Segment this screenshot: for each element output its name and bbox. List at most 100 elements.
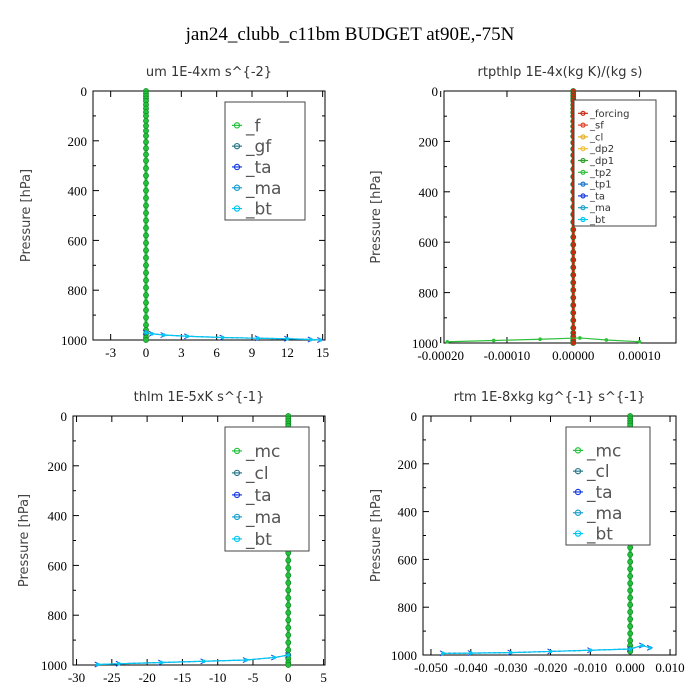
legend-box — [224, 101, 306, 221]
legend-marker — [580, 193, 586, 199]
y-tick-label: 0 — [81, 84, 88, 99]
data-point — [317, 337, 324, 343]
data-point — [285, 632, 292, 639]
series-bt — [95, 653, 291, 667]
data-point — [627, 616, 634, 623]
legend-box — [573, 99, 657, 227]
x-tick-label: -0.00020 — [417, 348, 464, 363]
legend-entry: _tp2 — [589, 168, 612, 179]
data-point — [627, 630, 634, 637]
y-tick-label: 600 — [419, 235, 439, 250]
data-point — [143, 117, 149, 124]
data-point — [570, 279, 577, 286]
x-tick-label: 0 — [285, 670, 292, 685]
legend-marker — [574, 488, 582, 496]
legend-marker — [233, 122, 241, 129]
legend-entry: _cl — [586, 462, 610, 482]
data-point — [627, 558, 634, 565]
y-tick-label: 1000 — [41, 658, 67, 673]
data-point — [143, 165, 149, 172]
data-point — [309, 337, 313, 342]
data-point — [244, 658, 248, 662]
data-point — [285, 652, 292, 658]
data-point — [285, 647, 292, 653]
x-tick-label: 5 — [320, 670, 327, 685]
data-point — [627, 623, 634, 630]
data-point — [143, 254, 149, 261]
y-tick-label: 200 — [68, 134, 88, 149]
data-point — [143, 307, 149, 314]
y-tick-label: 1000 — [61, 333, 87, 348]
legend-marker — [580, 181, 586, 187]
x-tick-label: 15 — [316, 345, 329, 360]
figure-title: jan24_clubb_c11bm BUDGET at90E,-75N — [185, 24, 515, 45]
data-point — [256, 336, 260, 341]
series-line — [447, 337, 640, 343]
data-point — [285, 602, 292, 609]
data-point — [143, 132, 149, 139]
legend-entry: _forcing — [589, 109, 630, 120]
data-point — [143, 113, 149, 119]
data-point — [318, 338, 323, 342]
legend-marker — [233, 491, 241, 499]
y-tick-label: 400 — [48, 509, 68, 524]
y-tick-label: 200 — [398, 457, 418, 472]
data-point — [570, 264, 577, 271]
x-tick-label: 0 — [143, 345, 150, 360]
panel-title: um 1E-4xm s^{-2} — [146, 65, 272, 80]
data-point — [627, 601, 634, 608]
x-tick-label: -0.050 — [414, 660, 448, 675]
data-point — [143, 139, 149, 145]
data-point — [143, 262, 149, 269]
data-point — [285, 639, 292, 646]
panel-3: thlm 1E-5xK s^{-1} Pressure [hPa] 0 200 400 6… — [17, 390, 327, 685]
data-point — [143, 180, 149, 187]
data-point — [570, 302, 577, 309]
data-point — [143, 284, 149, 291]
y-tick-label: 1000 — [412, 336, 438, 351]
data-point — [570, 294, 577, 301]
data-point — [570, 340, 577, 346]
panel-title: rtm 1E-8xkg kg^{-1} s^{-1} — [454, 390, 646, 405]
data-point — [640, 643, 644, 648]
data-point — [117, 661, 121, 666]
data-point — [570, 249, 577, 256]
data-point — [143, 337, 149, 343]
legend-entry: _ma — [245, 179, 281, 199]
data-point — [627, 609, 634, 615]
x-tick-label: -0.030 — [494, 660, 528, 675]
data-point — [285, 572, 292, 579]
data-point — [272, 655, 276, 660]
data-point — [159, 660, 164, 665]
legend-marker — [574, 530, 582, 537]
data-point — [588, 648, 593, 653]
data-point — [441, 651, 445, 656]
data-point — [143, 277, 149, 284]
data-point — [201, 659, 206, 664]
data-point — [285, 336, 290, 341]
x-tick-label: -5 — [248, 670, 259, 685]
series-tp2 — [445, 336, 642, 344]
data-point — [538, 337, 542, 342]
legend-entry: _tp1 — [589, 180, 612, 191]
data-point — [185, 334, 190, 339]
x-tick-label: 12 — [281, 345, 294, 360]
data-point — [628, 647, 632, 651]
legend-entry: _f — [245, 116, 262, 136]
legend-entry: _cl — [589, 132, 603, 143]
panel-2: rtpthlp 1E-4x(kg K)/(kg s) Pressure [hPa]… — [369, 65, 677, 363]
legend-entry: _ma — [586, 504, 622, 524]
legend-entry: _mc — [245, 442, 280, 462]
data-point — [285, 587, 292, 594]
legend-entry: _bt — [589, 215, 605, 226]
legend: _forcing_sf_cl_dp2_dp1_tp2_tp1_ta_ma_bt — [573, 99, 657, 227]
x-tick-label: -0.010 — [574, 660, 608, 675]
x-tick-label: 0.000 — [616, 660, 645, 675]
data-point — [646, 644, 654, 651]
data-point — [143, 127, 149, 134]
legend-entry: _bt — [586, 525, 613, 545]
panel-title: thlm 1E-5xK s^{-1} — [134, 390, 265, 405]
y-tick-label: 600 — [398, 552, 418, 567]
y-axis-label: Pressure [hPa] — [19, 169, 34, 262]
